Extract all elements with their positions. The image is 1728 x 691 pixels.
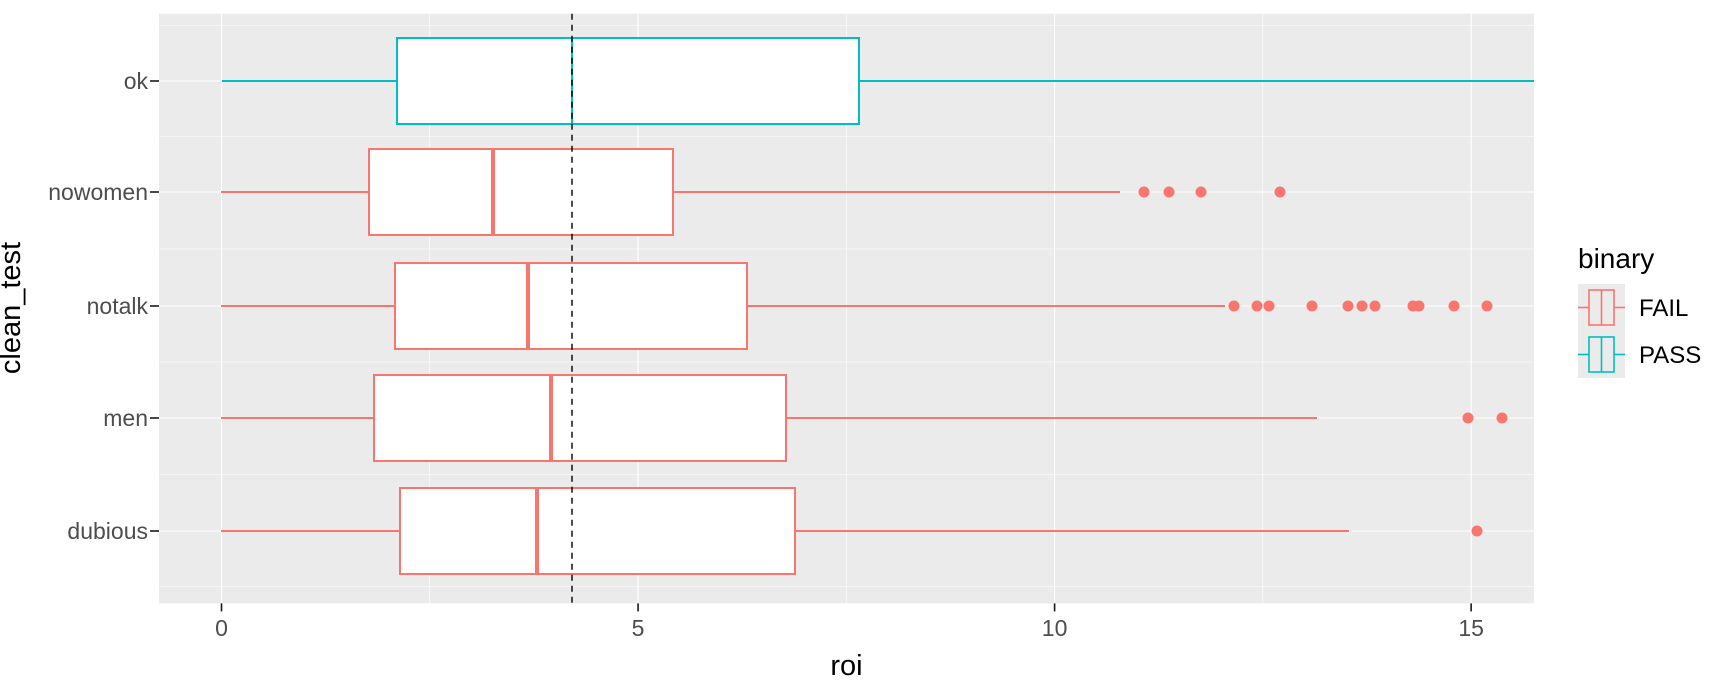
svg-text:dubious: dubious [67,518,148,544]
svg-text:men: men [103,405,148,431]
svg-text:10: 10 [1042,615,1068,641]
svg-text:binary: binary [1578,243,1654,274]
svg-text:15: 15 [1458,615,1484,641]
svg-text:0: 0 [215,615,228,641]
svg-text:PASS: PASS [1639,342,1701,369]
svg-text:ok: ok [124,68,149,94]
svg-text:roi: roi [830,650,862,682]
svg-text:nowomen: nowomen [48,179,148,205]
svg-text:FAIL: FAIL [1639,295,1688,322]
svg-text:clean_test: clean_test [0,242,27,374]
svg-text:5: 5 [632,615,645,641]
svg-text:notalk: notalk [87,293,149,319]
